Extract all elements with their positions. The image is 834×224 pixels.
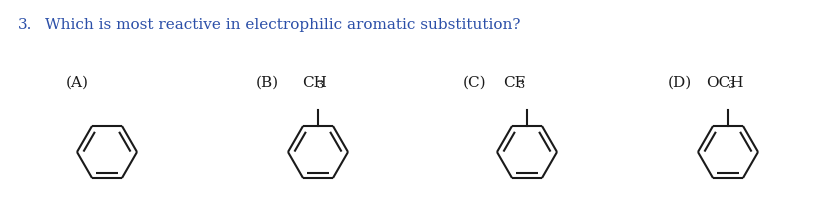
Text: (D): (D) <box>668 76 692 90</box>
Text: Which is most reactive in electrophilic aromatic substitution?: Which is most reactive in electrophilic … <box>45 18 520 32</box>
Text: (B): (B) <box>256 76 279 90</box>
Text: 3: 3 <box>316 80 324 90</box>
Text: 3: 3 <box>517 80 525 90</box>
Text: CF: CF <box>503 76 525 90</box>
Text: CH: CH <box>302 76 327 90</box>
Text: (C): (C) <box>463 76 486 90</box>
Text: 3: 3 <box>727 80 735 90</box>
Text: OCH: OCH <box>706 76 743 90</box>
Text: 3.: 3. <box>18 18 33 32</box>
Text: (A): (A) <box>66 76 89 90</box>
